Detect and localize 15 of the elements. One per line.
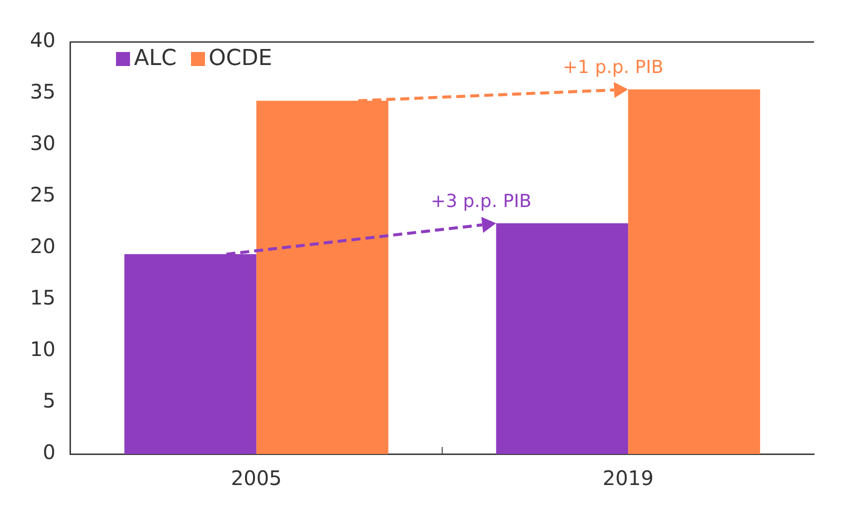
annotation: +1 p.p. PIB — [562, 57, 664, 78]
y-tick-label: 5 — [42, 388, 56, 413]
x-tick-label: 2005 — [230, 466, 282, 490]
annotation: +3 p.p. PIB — [430, 190, 532, 212]
legend-label: ALC — [134, 46, 177, 71]
y-tick-label: 20 — [30, 234, 56, 258]
y-tick-label: 0 — [42, 440, 56, 464]
y-tick-label: 30 — [30, 131, 56, 156]
y-tick-label: 15 — [30, 286, 56, 310]
y-tick-label: 25 — [30, 182, 56, 207]
x-tick-label: 2019 — [602, 466, 654, 490]
y-tick-label: 10 — [30, 337, 56, 362]
legend-label: OCDE — [208, 46, 272, 71]
y-tick-label: 35 — [30, 80, 56, 104]
y-tick-label: 40 — [30, 28, 56, 52]
